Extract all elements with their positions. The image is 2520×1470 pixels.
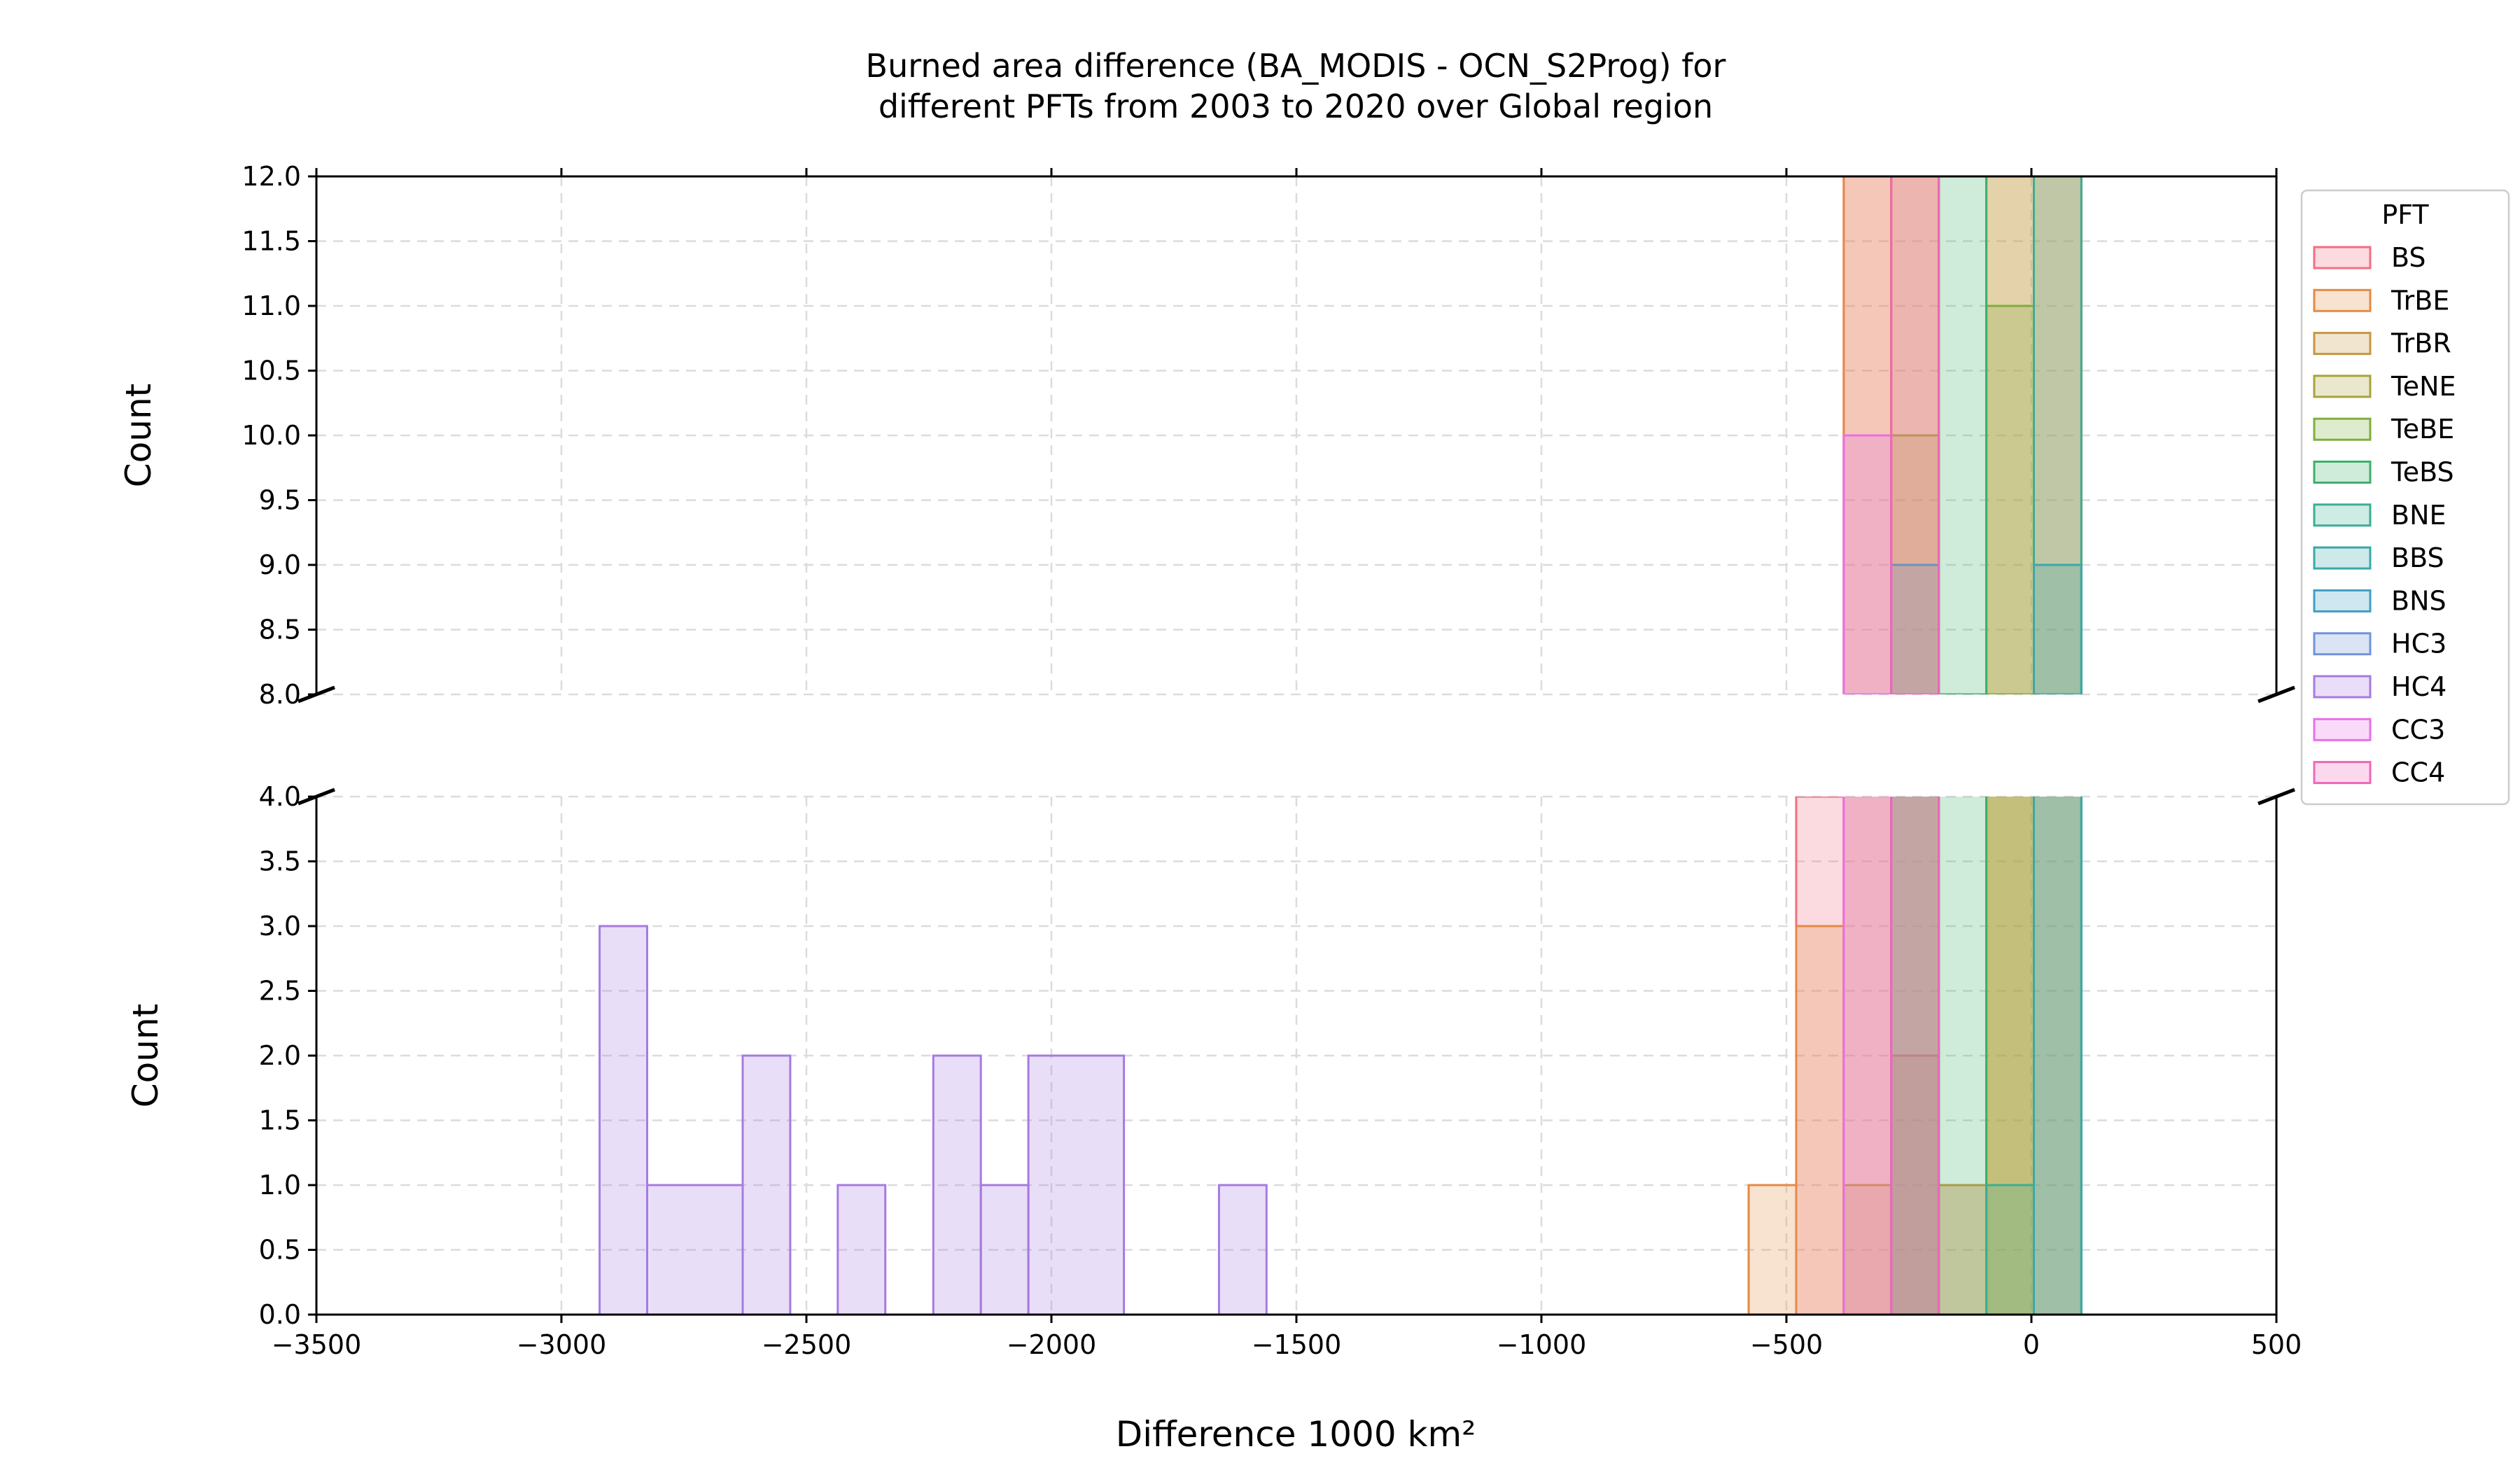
x-tick-label: −1000 bbox=[1497, 1329, 1587, 1360]
bottom-y-tick-label: 2.5 bbox=[259, 976, 301, 1007]
axis-break-mark bbox=[2258, 685, 2295, 704]
chart-title-line: Burned area difference (BA_MODIS - OCN_S… bbox=[866, 47, 1726, 85]
legend-swatch-hc4 bbox=[2313, 675, 2372, 699]
bottom-y-tick-label: 4.0 bbox=[259, 781, 301, 812]
top-y-tick-label: 10.5 bbox=[241, 356, 301, 386]
histogram-bar-cc4 bbox=[1890, 176, 1940, 694]
legend-swatch-bns bbox=[2313, 589, 2372, 612]
histogram-bar-tebs bbox=[1938, 797, 1988, 1315]
histogram-bar-hc4 bbox=[1217, 1184, 1268, 1315]
legend: PFT BS TrBE TrBR TeNE TeBE TeBS BNE BBS BNS HC3 HC4… bbox=[2300, 189, 2510, 806]
histogram-bar-trbr bbox=[2033, 797, 2082, 1315]
legend-swatch-tebs bbox=[2313, 461, 2372, 484]
legend-swatch-tene bbox=[2313, 374, 2372, 398]
top-y-tick-label: 8.5 bbox=[259, 615, 301, 645]
legend-label-trbe: TrBE bbox=[2390, 285, 2449, 316]
legend-swatch-trbe bbox=[2313, 288, 2372, 312]
histogram-bar-tebe bbox=[1985, 797, 2036, 1315]
top-y-tick-label: 9.0 bbox=[259, 550, 301, 580]
histogram-bar-bs bbox=[1842, 797, 1893, 1315]
top-y-tick-label: 11.5 bbox=[241, 226, 301, 257]
histogram-bar-bne bbox=[1985, 1184, 2036, 1315]
histogram-bar-hc4 bbox=[979, 1184, 1030, 1315]
histogram-bar-cc3 bbox=[1842, 797, 1893, 1315]
legend-label-bs: BS bbox=[2391, 242, 2426, 273]
top-y-tick-label: 10.0 bbox=[241, 420, 301, 451]
axis-break-mark bbox=[2258, 788, 2295, 806]
histogram-bar-bs bbox=[1795, 797, 1845, 1315]
legend-label-cc4: CC4 bbox=[2391, 757, 2445, 788]
chart-title: Burned area difference (BA_MODIS - OCN_S… bbox=[866, 47, 1726, 125]
x-tick-label: −3500 bbox=[272, 1329, 362, 1360]
histogram-bar-cc4 bbox=[1890, 797, 1940, 1315]
histogram-bar-hc4 bbox=[646, 1184, 744, 1315]
x-tick-label: −2000 bbox=[1007, 1329, 1097, 1360]
legend-label-cc3: CC3 bbox=[2391, 714, 2445, 745]
bottom-y-axis-label: Count bbox=[125, 1004, 166, 1108]
top-y-axis-label: Count bbox=[118, 384, 159, 488]
top-y-tick-label: 8.0 bbox=[259, 679, 301, 710]
legend-swatch-hc3 bbox=[2313, 632, 2372, 656]
bottom-y-tick-label: 3.5 bbox=[259, 846, 301, 877]
histogram-bar-trbe bbox=[1795, 925, 1845, 1315]
histogram-bar-bbs bbox=[2033, 564, 2082, 694]
top-y-tick-label: 12.0 bbox=[241, 161, 301, 192]
x-tick-label: 0 bbox=[2023, 1329, 2040, 1360]
bottom-y-tick-label: 1.5 bbox=[259, 1105, 301, 1136]
legend-label-hc3: HC3 bbox=[2391, 629, 2446, 659]
legend-swatch-cc3 bbox=[2313, 718, 2372, 741]
legend-label-tene: TeNE bbox=[2390, 371, 2456, 402]
legend-label-tebs: TeBS bbox=[2390, 457, 2454, 488]
legend-label-bns: BNS bbox=[2391, 585, 2446, 616]
histogram-bar-cc3 bbox=[1842, 434, 1893, 694]
histogram-bar-hc4 bbox=[741, 1054, 792, 1315]
histogram-bar-bns bbox=[1890, 564, 1940, 694]
legend-title: PFT bbox=[2381, 200, 2429, 230]
bottom-y-tick-label: 3.0 bbox=[259, 911, 301, 941]
chart-title-line: different PFTs from 2003 to 2020 over Gl… bbox=[878, 88, 1713, 125]
axis-break-mark bbox=[298, 685, 335, 704]
legend-swatch-tebe bbox=[2313, 417, 2372, 441]
legend-swatch-cc4 bbox=[2313, 761, 2372, 785]
legend-label-bbs: BBS bbox=[2391, 542, 2444, 573]
top-y-tick-label: 9.5 bbox=[259, 485, 301, 516]
legend-label-tebe: TeBE bbox=[2390, 414, 2454, 444]
histogram-bar-hc4 bbox=[598, 925, 648, 1315]
x-tick-label: −3000 bbox=[517, 1329, 607, 1360]
axes: −3500 −3000 −2500 −2000 −1500 −1000 −500 0 500 8.… bbox=[241, 161, 2302, 1360]
legend-swatch-bs bbox=[2313, 246, 2372, 270]
legend-frame bbox=[2300, 189, 2510, 806]
x-tick-label: 500 bbox=[2251, 1329, 2302, 1360]
x-tick-label: −500 bbox=[1750, 1329, 1823, 1360]
histogram-bar-bne bbox=[2033, 176, 2082, 694]
histogram-bar-trbe bbox=[1747, 1184, 1798, 1315]
histogram-bar-trbr bbox=[2033, 176, 2082, 694]
bottom-y-tick-label: 0.5 bbox=[259, 1235, 301, 1266]
top-y-tick-label: 11.0 bbox=[241, 290, 301, 321]
x-tick-label: −2500 bbox=[762, 1329, 852, 1360]
legend-label-hc4: HC4 bbox=[2391, 671, 2446, 702]
histogram-bar-trbe bbox=[1985, 176, 2036, 694]
legend-swatch-bne bbox=[2313, 503, 2372, 527]
axis-break-mark bbox=[298, 788, 335, 806]
bottom-panel-bars bbox=[598, 797, 2082, 1315]
histogram-bar-bbs bbox=[2033, 797, 2082, 1315]
bottom-y-tick-label: 1.0 bbox=[259, 1170, 301, 1200]
histogram-bar-tebe bbox=[1985, 304, 2036, 694]
bottom-y-tick-label: 2.0 bbox=[259, 1040, 301, 1071]
x-axis-label: Difference 1000 km² bbox=[1116, 1414, 1476, 1455]
legend-label-bne: BNE bbox=[2391, 500, 2446, 531]
top-panel-bars bbox=[1842, 176, 2082, 694]
x-tick-label: −1500 bbox=[1252, 1329, 1342, 1360]
legend-swatch-trbr bbox=[2313, 332, 2372, 356]
histogram-bar-hc4 bbox=[1027, 1054, 1126, 1315]
legend-swatch-bbs bbox=[2313, 546, 2372, 570]
bottom-y-tick-label: 0.0 bbox=[259, 1299, 301, 1330]
histogram-bar-hc4 bbox=[836, 1184, 887, 1315]
histogram-bar-tebs bbox=[1938, 176, 1988, 694]
legend-label-trbr: TrBR bbox=[2390, 328, 2451, 359]
histogram-bar-hc4 bbox=[932, 1054, 982, 1315]
